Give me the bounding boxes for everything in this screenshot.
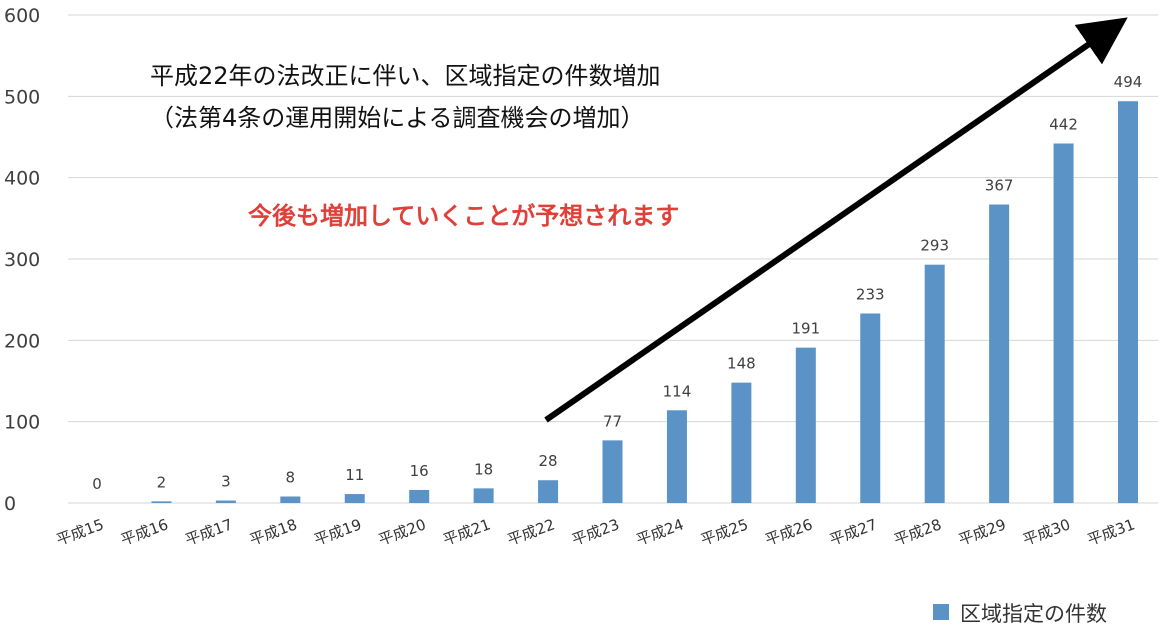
bar <box>924 264 945 503</box>
x-tick-label: 平成28 <box>892 515 944 549</box>
bar <box>409 489 430 503</box>
y-tick-label: 100 <box>4 412 40 434</box>
bar <box>473 488 494 503</box>
x-tick-label: 平成26 <box>763 515 815 549</box>
y-axis-ticks: 0 100 200 300 400 500 600 <box>4 5 40 515</box>
bar <box>795 347 816 503</box>
bar <box>215 500 236 503</box>
bar <box>731 382 752 503</box>
x-tick-label: 平成17 <box>183 515 235 549</box>
x-tick-label: 平成24 <box>634 515 686 549</box>
data-label: 11 <box>345 466 364 484</box>
data-label: 2 <box>157 473 167 491</box>
x-tick-label: 平成20 <box>376 515 428 549</box>
data-label: 3 <box>221 473 231 491</box>
x-tick-label: 平成15 <box>54 515 106 549</box>
data-label: 77 <box>603 412 622 430</box>
x-tick-label: 平成31 <box>1085 515 1137 549</box>
data-label: 442 <box>1049 116 1078 134</box>
bar <box>860 313 881 503</box>
data-label: 28 <box>539 452 558 470</box>
bar <box>280 496 301 503</box>
bar <box>1053 143 1074 504</box>
data-label: 18 <box>474 460 493 478</box>
bar <box>1118 101 1138 504</box>
data-label: 191 <box>791 320 820 338</box>
x-tick-label: 平成25 <box>698 515 750 549</box>
x-tick-label: 平成21 <box>441 515 493 549</box>
data-label: 16 <box>410 462 429 480</box>
legend-label: 区域指定の件数 <box>960 602 1107 626</box>
x-tick-label: 平成29 <box>956 515 1008 549</box>
data-label: 114 <box>663 382 692 400</box>
legend: 区域指定の件数 <box>933 602 1107 626</box>
bar <box>151 501 172 503</box>
data-label: 293 <box>920 237 949 255</box>
bar <box>602 440 623 503</box>
data-label: 8 <box>286 468 296 486</box>
x-axis-ticks: 平成15 平成16 平成17 平成18 平成19 平成20 平成21 平成22 平成23 平成24… <box>54 515 1137 549</box>
x-tick-label: 平成19 <box>312 515 364 549</box>
annotation-line-2: （法第4条の運用開始による調査機会の増加） <box>150 104 645 132</box>
bars <box>151 101 1138 504</box>
data-labels: 0 2 3 8 11 16 18 28 77 114 148 191 233 293 367 442 494 <box>92 73 1142 493</box>
bar <box>666 410 687 503</box>
x-tick-label: 平成23 <box>569 515 621 549</box>
data-label: 233 <box>856 285 885 303</box>
y-tick-label: 0 <box>4 493 16 515</box>
annotation-red-note: 今後も増加していくことが予想されます <box>248 202 679 230</box>
y-tick-label: 400 <box>4 168 40 190</box>
y-tick-label: 300 <box>4 249 40 271</box>
y-tick-label: 600 <box>4 5 40 27</box>
data-label: 0 <box>92 475 102 493</box>
x-tick-label: 平成18 <box>247 515 299 549</box>
bar <box>538 480 559 503</box>
data-label: 148 <box>727 355 756 373</box>
annotation-line-1: 平成22年の法改正に伴い、区域指定の件数増加 <box>150 62 661 90</box>
data-label: 367 <box>985 177 1014 195</box>
data-label: 494 <box>1114 73 1143 91</box>
x-tick-label: 平成16 <box>118 515 170 549</box>
y-tick-label: 200 <box>4 330 40 352</box>
bar <box>344 494 365 503</box>
x-tick-label: 平成30 <box>1020 515 1072 549</box>
bar <box>989 204 1010 504</box>
legend-swatch <box>933 604 949 620</box>
trend-arrow <box>544 17 1128 423</box>
x-tick-label: 平成22 <box>505 515 557 549</box>
y-tick-label: 500 <box>4 86 40 108</box>
gridlines <box>68 14 1158 504</box>
x-tick-label: 平成27 <box>827 515 879 549</box>
